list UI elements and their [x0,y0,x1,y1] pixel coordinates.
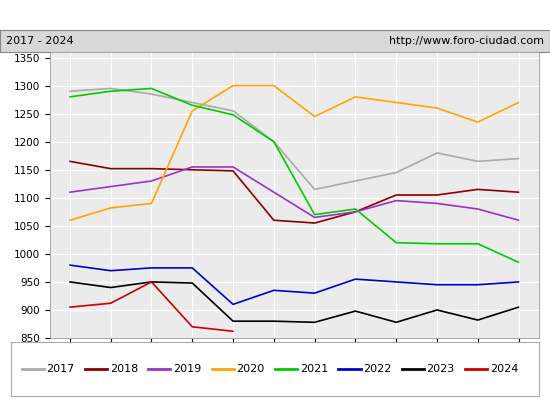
Text: 2024: 2024 [490,364,518,374]
Text: 2020: 2020 [236,364,265,374]
Text: http://www.foro-ciudad.com: http://www.foro-ciudad.com [389,36,544,46]
Text: 2023: 2023 [426,364,455,374]
Text: 2017 - 2024: 2017 - 2024 [6,36,73,46]
Text: 2017: 2017 [46,364,74,374]
Text: Evolucion del paro registrado en Montornès del Vallès: Evolucion del paro registrado en Montorn… [69,7,481,23]
Text: 2022: 2022 [363,364,392,374]
Text: 2018: 2018 [109,364,138,374]
Text: 2021: 2021 [300,364,328,374]
Text: 2019: 2019 [173,364,201,374]
